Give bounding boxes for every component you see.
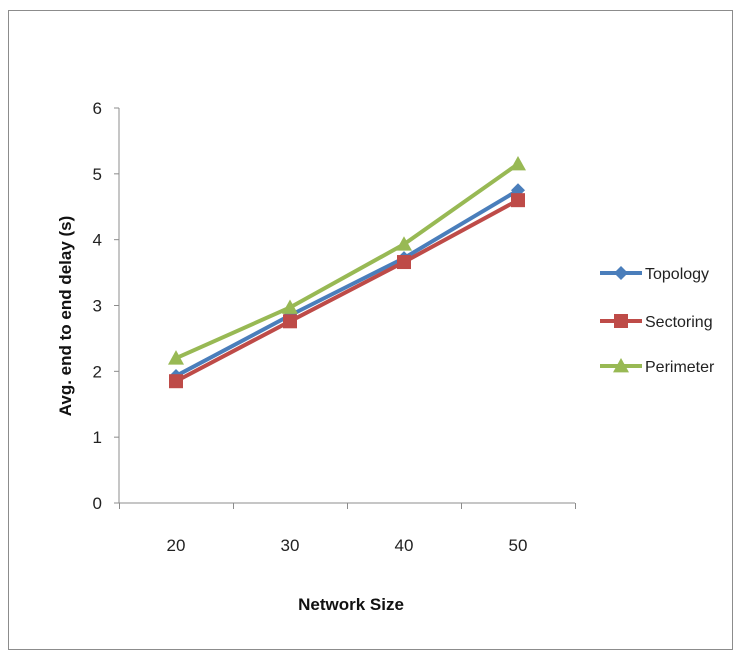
legend-label-perimeter: Perimeter: [645, 359, 715, 376]
legend-marker-topology: [614, 266, 628, 280]
data-point-perimeter: [168, 350, 184, 365]
x-tick-label: 20: [167, 536, 186, 555]
x-axis-title: Network Size: [298, 595, 404, 614]
y-ticks: 0 1 2 3 4 5 6: [93, 99, 119, 513]
series-line-perimeter: [175, 162, 520, 360]
x-tick-label: 50: [509, 536, 528, 555]
line-chart: 0 1 2 3 4 5 6 20 30 40 50 Topology Sectoring Perime…: [56, 99, 715, 614]
x-tick-label: 30: [281, 536, 300, 555]
data-point-perimeter: [510, 155, 526, 171]
legend: Topology Sectoring Perimeter: [600, 266, 715, 376]
data-point-sectoring: [397, 255, 411, 270]
y-tick-label: 1: [93, 428, 102, 447]
x-tick-label: 40: [395, 536, 414, 555]
data-point-perimeter: [282, 299, 298, 314]
legend-marker-perimeter: [613, 358, 629, 373]
x-ticks: 20 30 40 50: [119, 503, 576, 555]
series-line-sectoring: [175, 198, 519, 383]
y-tick-label: 0: [93, 494, 102, 513]
series-topology: [169, 183, 525, 383]
y-tick-label: 5: [93, 165, 102, 184]
y-tick-label: 3: [93, 297, 102, 316]
y-tick-label: 6: [93, 99, 102, 118]
y-tick-label: 2: [93, 362, 102, 381]
series-line-topology: [175, 188, 520, 378]
legend-marker-sectoring: [614, 314, 628, 328]
data-point-sectoring: [511, 193, 525, 208]
axes: [118, 108, 575, 504]
data-point-perimeter: [396, 236, 412, 251]
legend-label-topology: Topology: [645, 266, 709, 283]
legend-label-sectoring: Sectoring: [645, 314, 713, 331]
y-tick-label: 4: [93, 231, 102, 250]
series-perimeter: [168, 155, 526, 365]
y-axis-title: Avg. end to end delay (s): [56, 216, 75, 417]
series-lines: [168, 155, 526, 389]
data-point-sectoring: [283, 314, 297, 329]
series-sectoring: [169, 193, 525, 389]
data-point-sectoring: [169, 374, 183, 389]
